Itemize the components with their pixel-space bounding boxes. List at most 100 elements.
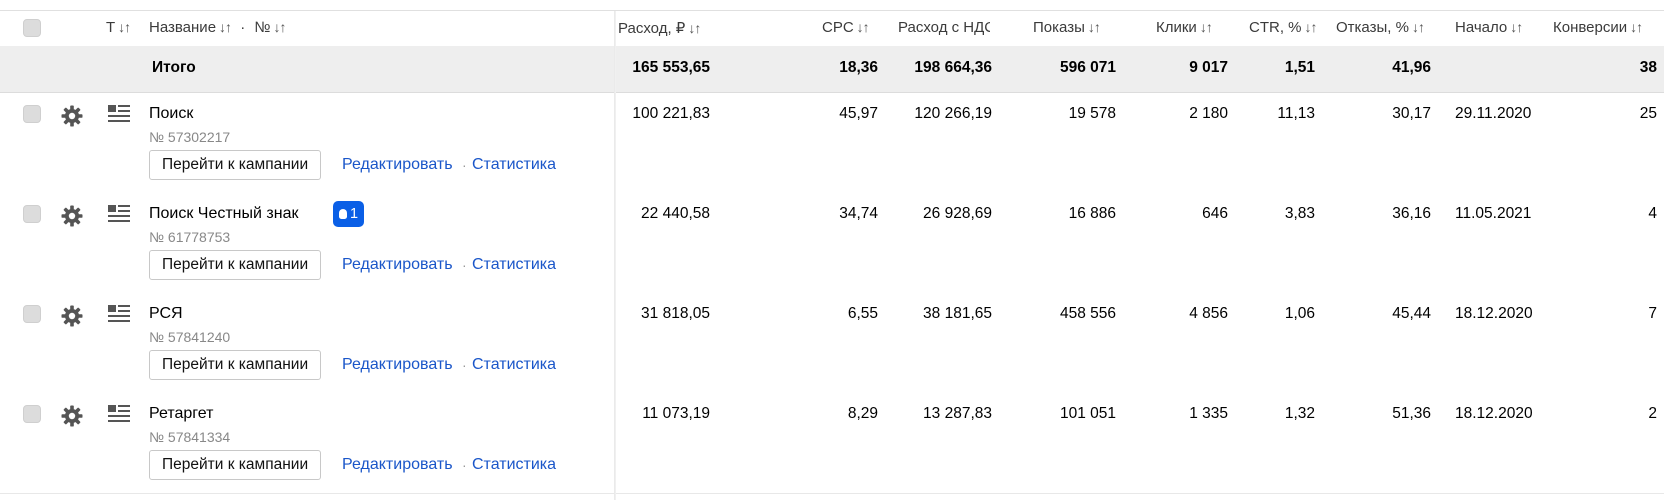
sort-icon: ↓↑ [856, 19, 870, 35]
campaign-value-0: 100 221,83 [632, 105, 710, 122]
link-separator: · [462, 257, 467, 273]
campaign-value-1: 8,29 [847, 405, 878, 422]
edit-link[interactable]: Редактировать [342, 156, 453, 173]
row-checkbox[interactable] [23, 105, 41, 123]
gear-icon[interactable] [60, 204, 84, 228]
campaign-value-8: 4 [1648, 205, 1657, 222]
sort-icon: ↓↑ [118, 19, 131, 35]
gear-icon[interactable] [60, 104, 84, 128]
sort-icon: ↓↑ [688, 20, 701, 36]
sort-icon: ↓↑ [1199, 19, 1213, 35]
campaign-value-0: 22 440,58 [641, 205, 710, 222]
campaign-value-0: 11 073,19 [642, 405, 710, 422]
campaign-name: РСЯ [149, 305, 183, 322]
campaign-value-2: 26 928,69 [923, 205, 992, 222]
sort-icon: ↓↑ [1630, 19, 1643, 35]
statistics-link[interactable]: Статистика [472, 456, 557, 473]
sort-icon: ↓↑ [219, 19, 232, 35]
column-header-2[interactable]: Расход с НДС↓↑ [898, 19, 990, 36]
column-header-label: Начало [1455, 19, 1508, 36]
link-separator: · [462, 357, 467, 373]
totals-row: Итого 165 553,65 18,36 198 664,36 596 071 9 … [0, 46, 1664, 93]
edit-link[interactable]: Редактировать [342, 356, 453, 373]
campaign-number: № 57841240 [149, 329, 231, 345]
list-view-icon[interactable] [108, 405, 130, 423]
header-separator: · [240, 19, 246, 36]
campaign-value-7: 29.11.2020 [1455, 105, 1532, 122]
edit-link[interactable]: Редактировать [342, 456, 453, 473]
list-view-icon[interactable] [108, 305, 130, 323]
column-header-5[interactable]: CTR, % ↓↑ [1249, 19, 1318, 36]
column-header-1[interactable]: CPC ↓↑ [822, 19, 870, 36]
campaign-number: № 61778753 [149, 229, 231, 245]
totals-value-8: 38 [1639, 59, 1657, 76]
campaign-name: Поиск Честный знак [149, 205, 299, 222]
row-checkbox[interactable] [23, 305, 41, 323]
totals-value-0: 165 553,65 [632, 59, 710, 76]
campaign-row: Поиск № 57302217 Перейти к кампании Редакти… [0, 93, 1664, 194]
campaign-value-5: 1,32 [1284, 405, 1315, 422]
column-header-4[interactable]: Клики ↓↑ [1156, 19, 1213, 36]
edit-link[interactable]: Редактировать [342, 256, 453, 273]
sort-icon: ↓↑ [1411, 19, 1425, 35]
campaign-value-2: 120 266,19 [914, 105, 992, 122]
gear-icon[interactable] [60, 304, 84, 328]
column-header-6[interactable]: Отказы, % ↓↑ [1336, 19, 1425, 36]
totals-value-3: 596 071 [1059, 59, 1116, 76]
column-header-label: Конверсии [1553, 19, 1628, 36]
recommendation-badge[interactable]: 1 [333, 201, 365, 227]
statistics-link[interactable]: Статистика [472, 356, 557, 373]
column-header-label: Отказы, % [1336, 19, 1409, 36]
column-header-label: Клики [1156, 19, 1197, 36]
statistics-link[interactable]: Статистика [472, 256, 557, 273]
campaign-number: № 57302217 [149, 129, 231, 145]
campaign-value-6: 51,36 [1392, 405, 1431, 422]
totals-value-2: 198 664,36 [914, 59, 992, 76]
gear-icon[interactable] [60, 404, 84, 428]
campaign-value-4: 646 [1202, 205, 1228, 222]
goto-campaign-button[interactable]: Перейти к кампании [149, 150, 322, 180]
list-view-icon[interactable] [108, 205, 130, 223]
campaign-value-3: 16 886 [1068, 205, 1116, 222]
badge-count: 1 [350, 206, 359, 222]
column-header-label: Расход, ₽ [618, 20, 686, 37]
totals-value-5: 1,51 [1284, 59, 1315, 76]
campaign-value-0: 31 818,05 [641, 305, 710, 322]
campaign-value-2: 38 181,65 [923, 305, 992, 322]
link-separator: · [462, 157, 467, 173]
campaign-value-6: 36,16 [1392, 205, 1431, 222]
goto-campaign-button[interactable]: Перейти к кампании [149, 350, 322, 380]
totals-label: Итого [152, 59, 196, 76]
column-header-label: CTR, % [1249, 19, 1302, 36]
campaign-value-8: 2 [1648, 405, 1657, 422]
list-view-icon[interactable] [108, 105, 130, 123]
column-header-label: CPC [822, 19, 854, 36]
campaign-value-7: 11.05.2021 [1455, 205, 1532, 222]
column-header-7[interactable]: Начало ↓↑ [1455, 19, 1523, 36]
statistics-link[interactable]: Статистика [472, 156, 557, 173]
campaign-value-5: 1,06 [1284, 305, 1315, 322]
sort-type-header[interactable]: Т ↓↑ [106, 19, 131, 36]
goto-campaign-button[interactable]: Перейти к кампании [149, 450, 322, 480]
campaign-value-8: 25 [1639, 105, 1657, 122]
campaign-value-1: 6,55 [847, 305, 878, 322]
column-header-0[interactable]: Расход, ₽ ↓↑ [618, 19, 701, 37]
column-header-8[interactable]: Конверсии ↓↑ [1553, 19, 1643, 36]
column-header-3[interactable]: Показы ↓↑ [1033, 19, 1101, 36]
totals-value-1: 18,36 [839, 59, 878, 76]
sort-icon: ↓↑ [273, 19, 286, 35]
type-column-label: Т [106, 19, 116, 36]
select-all-checkbox[interactable] [23, 19, 41, 37]
campaign-value-4: 1 335 [1189, 405, 1228, 422]
link-separator: · [462, 457, 467, 473]
lightbulb-icon [339, 209, 347, 219]
table-header: Т ↓↑ Название ↓↑ · № ↓↑ Расход, ₽ ↓↑ CPC ↓↑ Рас… [0, 11, 1664, 47]
name-number-header[interactable]: Название ↓↑ · № ↓↑ [149, 19, 286, 36]
campaign-value-3: 101 051 [1059, 405, 1116, 422]
goto-campaign-button[interactable]: Перейти к кампании [149, 250, 322, 280]
campaign-value-1: 45,97 [839, 105, 878, 122]
campaign-row: Поиск Честный знак 1 № 61778753 Перейти к к… [0, 193, 1664, 294]
row-checkbox[interactable] [23, 205, 41, 223]
campaign-value-5: 11,13 [1277, 105, 1315, 122]
row-checkbox[interactable] [23, 405, 41, 423]
